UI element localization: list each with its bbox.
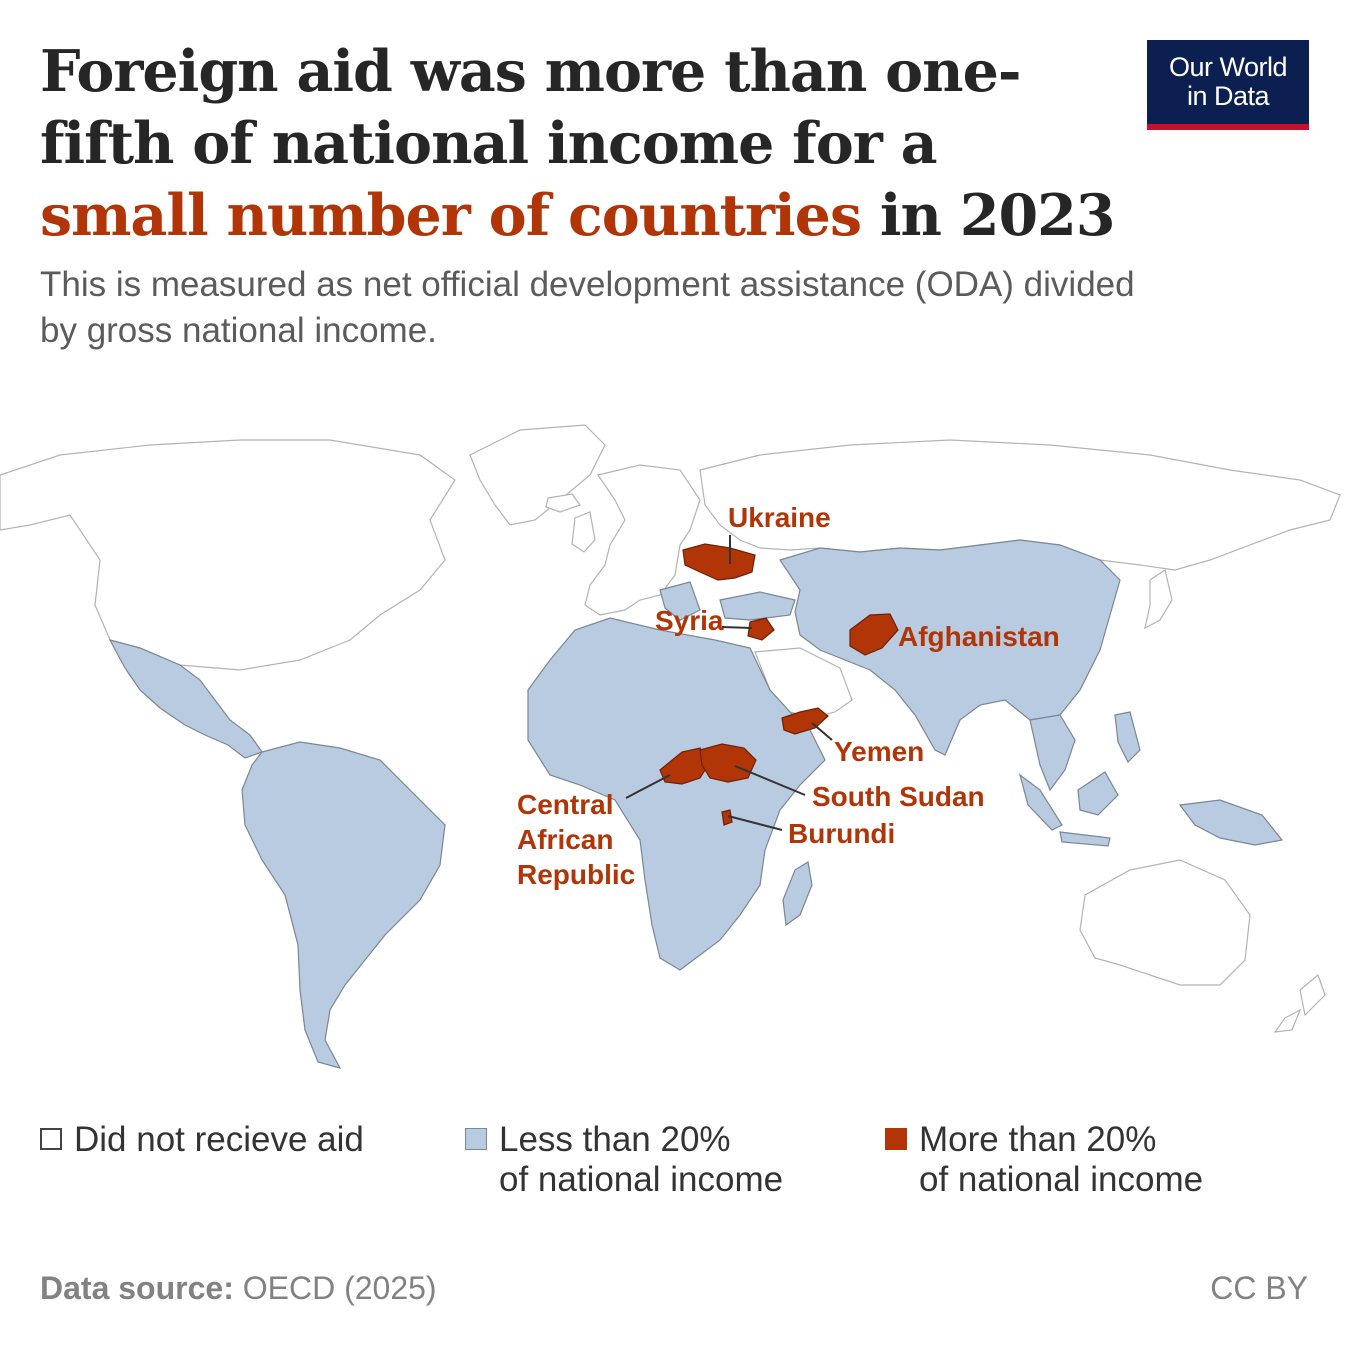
japan[interactable] xyxy=(1144,569,1173,630)
label-yemen: Yemen xyxy=(834,736,924,767)
philippines[interactable] xyxy=(1114,711,1141,764)
legend-swatch-above-20 xyxy=(885,1128,907,1150)
owid-logo[interactable]: Our World in Data xyxy=(1147,40,1309,130)
above-20-regions xyxy=(659,543,899,826)
legend-above-20-line-2: of national income xyxy=(919,1160,1204,1199)
legend-no-aid-label: Did not recieve aid xyxy=(74,1120,364,1159)
legend-swatch-no-aid xyxy=(40,1128,62,1150)
madagascar[interactable] xyxy=(782,861,813,927)
label-car-line-3: Republic xyxy=(517,859,635,890)
legend-below-20: Less than 20% of national income xyxy=(465,1120,783,1200)
africa[interactable] xyxy=(527,617,826,971)
label-car-line-2: African xyxy=(517,824,613,855)
world-map: Ukraine Syria Afghanistan Yemen South Su… xyxy=(0,424,1341,1069)
label-burundi: Burundi xyxy=(788,818,895,849)
new-zealand[interactable] xyxy=(1273,973,1326,1033)
afghanistan-shape[interactable] xyxy=(849,613,899,656)
iceland[interactable] xyxy=(545,493,581,513)
no-aid-regions xyxy=(0,424,1341,1033)
data-source: Data source: OECD (2025) xyxy=(40,1270,437,1307)
below-20-regions xyxy=(108,539,1284,1069)
north-america-north[interactable] xyxy=(0,439,456,671)
burundi-shape[interactable] xyxy=(721,809,733,826)
data-source-label: Data source: xyxy=(40,1270,234,1306)
legend-swatch-below-20 xyxy=(465,1128,487,1150)
car-leader xyxy=(625,774,671,799)
russia[interactable] xyxy=(699,439,1341,571)
title-highlight: small number of countries xyxy=(40,182,862,249)
data-source-value[interactable]: OECD (2025) xyxy=(242,1270,437,1306)
syria-leader xyxy=(721,626,753,629)
label-syria: Syria xyxy=(655,605,724,636)
logo-line-1: Our World xyxy=(1168,52,1288,82)
south-sudan-leader xyxy=(734,765,806,796)
burundi-leader xyxy=(727,815,783,831)
southeast-asia-peninsula[interactable] xyxy=(1029,714,1076,792)
south-sudan-shape[interactable] xyxy=(699,743,757,783)
license[interactable]: CC BY xyxy=(1210,1270,1308,1306)
chart-title: Foreign aid was more than one-fifth of n… xyxy=(40,36,1120,252)
new-guinea[interactable] xyxy=(1178,799,1284,846)
label-afghanistan: Afghanistan xyxy=(898,621,1060,652)
label-south-sudan: South Sudan xyxy=(812,781,985,812)
legend-below-20-line-2: of national income xyxy=(499,1160,784,1199)
western-europe[interactable] xyxy=(584,464,701,616)
java-islands[interactable] xyxy=(1059,831,1111,847)
yemen-leader xyxy=(811,722,833,741)
ukraine-shape[interactable] xyxy=(682,543,756,581)
logo-line-2: in Data xyxy=(1186,81,1270,111)
leader-lines xyxy=(625,535,833,831)
turkey[interactable] xyxy=(719,591,796,621)
label-ukraine: Ukraine xyxy=(728,502,831,533)
label-car-line-1: Central xyxy=(517,789,613,820)
legend-above-20-line-1: More than 20% xyxy=(919,1120,1157,1159)
mexico-central-america[interactable] xyxy=(108,639,263,759)
syria-shape[interactable] xyxy=(747,617,775,641)
title-part-2: in 2023 xyxy=(861,182,1116,249)
title-part-1: Foreign aid was more than one-fifth of n… xyxy=(40,38,1022,177)
legend-below-20-line-1: Less than 20% xyxy=(499,1120,731,1159)
country-labels: Ukraine Syria Afghanistan Yemen South Su… xyxy=(517,502,1060,890)
uk-ireland[interactable] xyxy=(571,511,596,553)
greenland[interactable] xyxy=(469,424,606,526)
south-america[interactable] xyxy=(241,741,446,1069)
australia[interactable] xyxy=(1079,859,1251,986)
legend-no-aid: Did not recieve aid xyxy=(40,1120,364,1160)
chart-subtitle: This is measured as net official develop… xyxy=(40,265,1135,350)
sumatra[interactable] xyxy=(1018,773,1063,831)
legend-above-20: More than 20% of national income xyxy=(885,1120,1203,1200)
yemen-shape[interactable] xyxy=(781,707,829,735)
balkans[interactable] xyxy=(659,581,701,621)
borneo[interactable] xyxy=(1077,771,1119,816)
